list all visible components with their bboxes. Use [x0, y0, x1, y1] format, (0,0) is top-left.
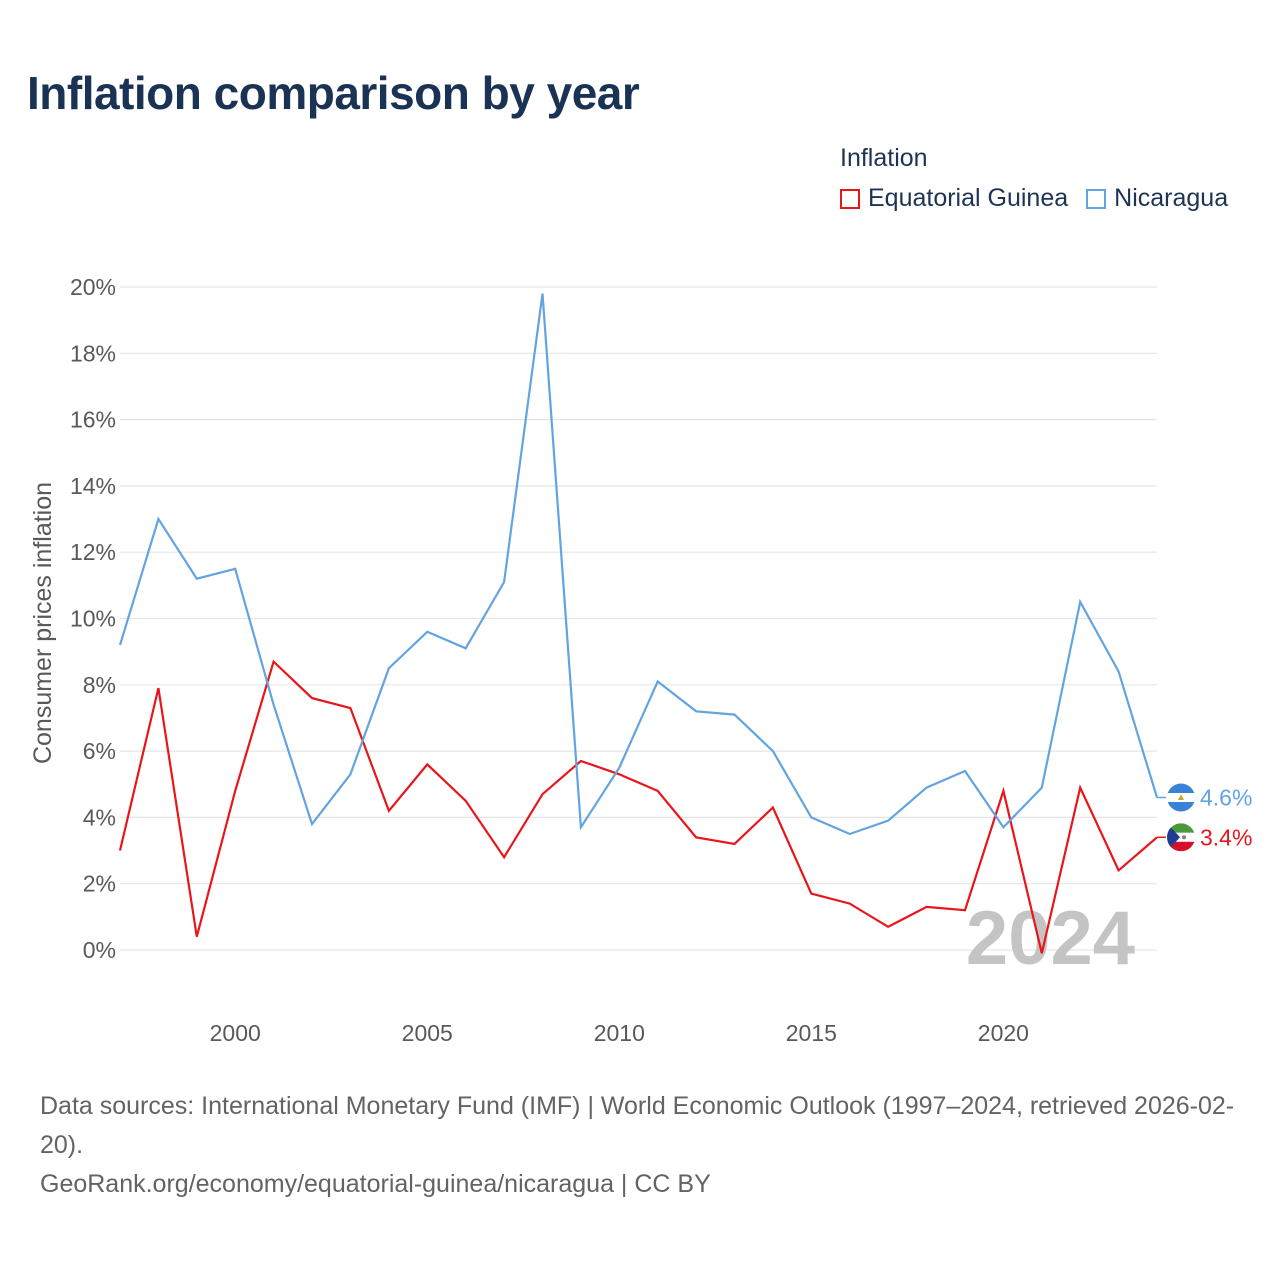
y-tick-label: 14%	[70, 473, 116, 499]
y-tick-label: 0%	[83, 937, 116, 963]
flag-equatorial-guinea-icon	[1167, 823, 1195, 852]
legend-item-equatorial-guinea[interactable]: Equatorial Guinea	[840, 184, 1068, 213]
legend-title: Inflation	[840, 144, 928, 172]
line-chart: 0% 2% 4% 6% 8% 10% 12% 14% 16% 18% 20% 2000 2005 2010…	[29, 274, 1252, 1046]
flag-nicaragua-icon	[1167, 783, 1195, 812]
credit-line: GeoRank.org/economy/equatorial-guinea/ni…	[40, 1170, 711, 1198]
series-line-equatorial-guinea	[118, 659, 1158, 954]
y-tick-label: 2%	[83, 871, 116, 897]
legend-swatch-nicaragua	[1086, 188, 1107, 209]
chart-footer: Data sources: International Monetary Fun…	[40, 1087, 1250, 1204]
y-tick-label: 4%	[83, 804, 116, 830]
chart-title: Inflation comparison by year	[27, 67, 640, 119]
legend-swatch-equatorial-guinea	[840, 188, 860, 209]
y-tick-label: 8%	[83, 672, 116, 698]
x-tick-label: 2005	[402, 1020, 453, 1046]
x-tick-label: 2000	[210, 1020, 261, 1046]
x-tick-label: 2020	[978, 1020, 1029, 1046]
end-label-equatorial-guinea: 3.4%	[1200, 824, 1252, 850]
y-tick-label: 12%	[70, 539, 116, 565]
x-tick-label: 2015	[786, 1020, 837, 1046]
y-tick-label: 16%	[70, 407, 116, 433]
year-watermark: 2024	[966, 896, 1135, 981]
y-tick-label: 6%	[83, 738, 116, 764]
x-tick-label: 2010	[594, 1020, 645, 1046]
end-label-nicaragua: 4.6%	[1200, 785, 1252, 811]
data-sources: Data sources: International Monetary Fun…	[40, 1092, 1235, 1159]
legend-label-equatorial-guinea: Equatorial Guinea	[868, 184, 1069, 212]
legend: Equatorial Guinea Nicaragua	[840, 184, 1228, 213]
legend-label-nicaragua: Nicaragua	[1114, 184, 1229, 212]
y-tick-label: 18%	[70, 340, 116, 366]
y-tick-label: 10%	[70, 606, 116, 632]
y-axis-label: Consumer prices inflation	[29, 482, 57, 764]
series-line-nicaragua	[118, 293, 1159, 836]
y-tick-label: 20%	[70, 274, 116, 300]
legend-item-nicaragua[interactable]: Nicaragua	[1086, 184, 1228, 213]
